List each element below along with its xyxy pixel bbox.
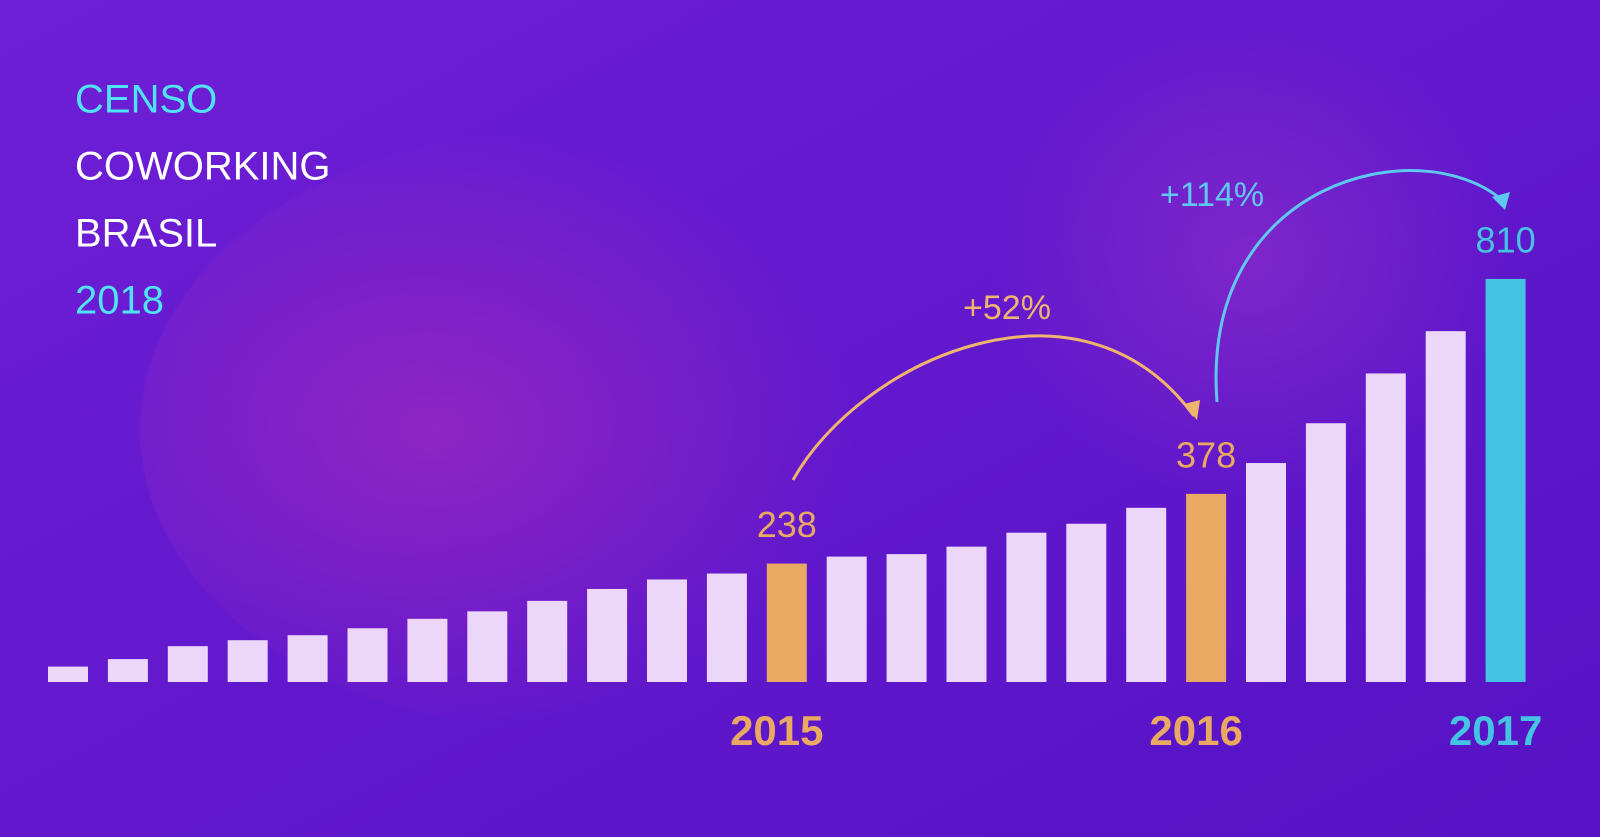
bar <box>1186 493 1227 682</box>
value-label: 238 <box>757 504 817 545</box>
x-tick-label: 2015 <box>730 707 823 754</box>
bar <box>766 563 807 682</box>
bar <box>107 659 148 682</box>
arrow-head <box>1492 192 1510 210</box>
bar <box>347 628 388 682</box>
x-tick-label: 2016 <box>1149 707 1242 754</box>
bar <box>48 666 88 682</box>
bar <box>1485 278 1526 682</box>
bar <box>1066 523 1107 682</box>
title-line: 2018 <box>75 279 164 323</box>
title-line: BRASIL <box>75 212 217 256</box>
value-label: 378 <box>1176 434 1236 475</box>
annotation: +52% <box>963 289 1051 327</box>
bar <box>1006 532 1047 682</box>
bar <box>287 635 328 682</box>
bar <box>946 546 987 682</box>
bar <box>587 588 628 682</box>
bar <box>647 579 687 682</box>
bar <box>1425 331 1466 682</box>
title-line: CENSO <box>75 78 217 122</box>
bar <box>527 600 568 682</box>
bar <box>1126 507 1167 682</box>
bar <box>706 573 747 682</box>
bar <box>167 646 208 682</box>
bar <box>826 556 867 682</box>
title-line: COWORKING <box>75 145 331 189</box>
bar <box>1305 423 1346 682</box>
x-tick-label: 2017 <box>1449 707 1542 754</box>
annotation-arrow <box>1214 169 1503 403</box>
bar <box>407 618 448 682</box>
bar <box>227 640 268 682</box>
annotation-arrow <box>791 334 1196 481</box>
bar <box>886 554 927 682</box>
annotation: +114% <box>1160 176 1264 214</box>
bar <box>467 611 508 682</box>
arrow-head <box>1184 400 1200 420</box>
bar <box>1246 463 1286 682</box>
value-label: 810 <box>1476 219 1536 260</box>
bar <box>1365 373 1406 682</box>
